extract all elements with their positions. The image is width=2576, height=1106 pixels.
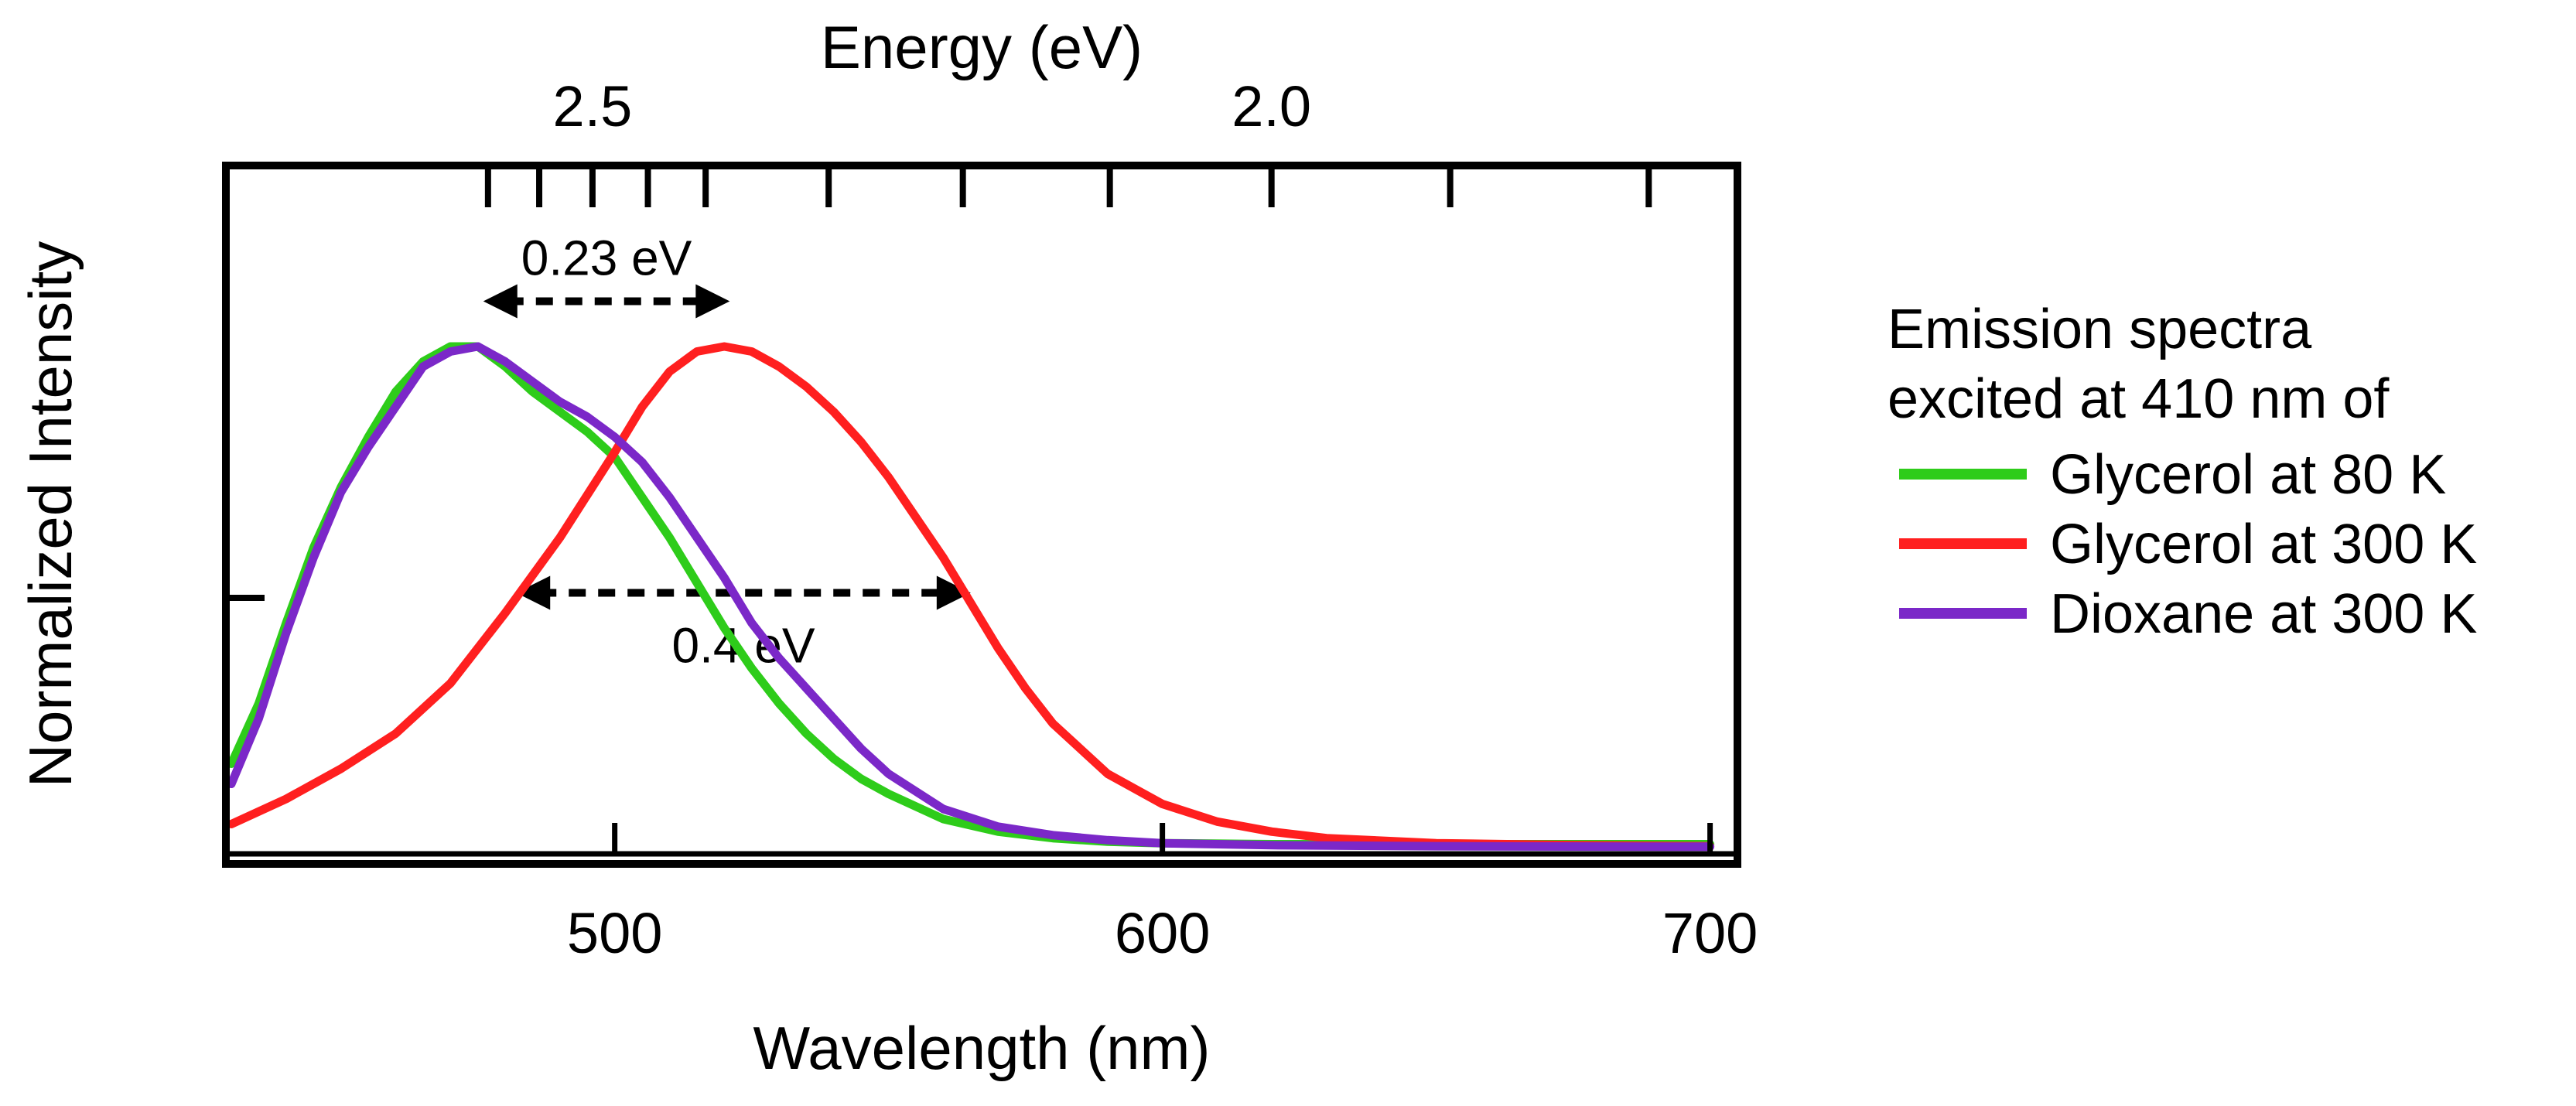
series-lines bbox=[227, 342, 1715, 852]
legend-title-line-2: excited at 410 nm of bbox=[1888, 368, 2390, 430]
legend-label-glycerol-80k: Glycerol at 80 K bbox=[2050, 444, 2446, 506]
x-axis-title: Wavelength (nm) bbox=[753, 1014, 1211, 1082]
y-axis-title: Normalized Intensity bbox=[16, 241, 84, 788]
legend: Emission spectra excited at 410 nm of Gl… bbox=[1888, 299, 2477, 645]
top-tick-label-2.0: 2.0 bbox=[1232, 74, 1311, 138]
top-tick-label-2.5: 2.5 bbox=[552, 74, 632, 138]
annotation-arrowhead-right-1 bbox=[695, 284, 730, 319]
top-axis-title: Energy (eV) bbox=[821, 13, 1143, 81]
series-line-glycerol-at-300-k bbox=[227, 342, 1715, 851]
annotation-arrowhead-left-2 bbox=[516, 575, 551, 610]
x-tick-label-500: 500 bbox=[567, 901, 662, 965]
annotation-arrowhead-right-2 bbox=[936, 575, 971, 610]
legend-label-dioxane-300k: Dioxane at 300 K bbox=[2050, 583, 2477, 645]
legend-label-glycerol-300k: Glycerol at 300 K bbox=[2050, 514, 2477, 575]
x-tick-label-600: 600 bbox=[1115, 901, 1210, 965]
annotation-arrowhead-left-1 bbox=[483, 284, 518, 319]
x-tick-label-700: 700 bbox=[1662, 901, 1758, 965]
legend-title-line-1: Emission spectra bbox=[1888, 299, 2312, 360]
annotations: 0.23 eV 0.4 eV bbox=[483, 230, 971, 674]
axes: 500 600 700 2.5 2.0 bbox=[226, 74, 1758, 965]
plot-frame bbox=[222, 162, 1741, 868]
annotation-label-1: 0.23 eV bbox=[521, 230, 692, 286]
annotation-label-2: 0.4 eV bbox=[672, 618, 815, 674]
series-line-dioxane-at-300-k bbox=[227, 342, 1715, 852]
